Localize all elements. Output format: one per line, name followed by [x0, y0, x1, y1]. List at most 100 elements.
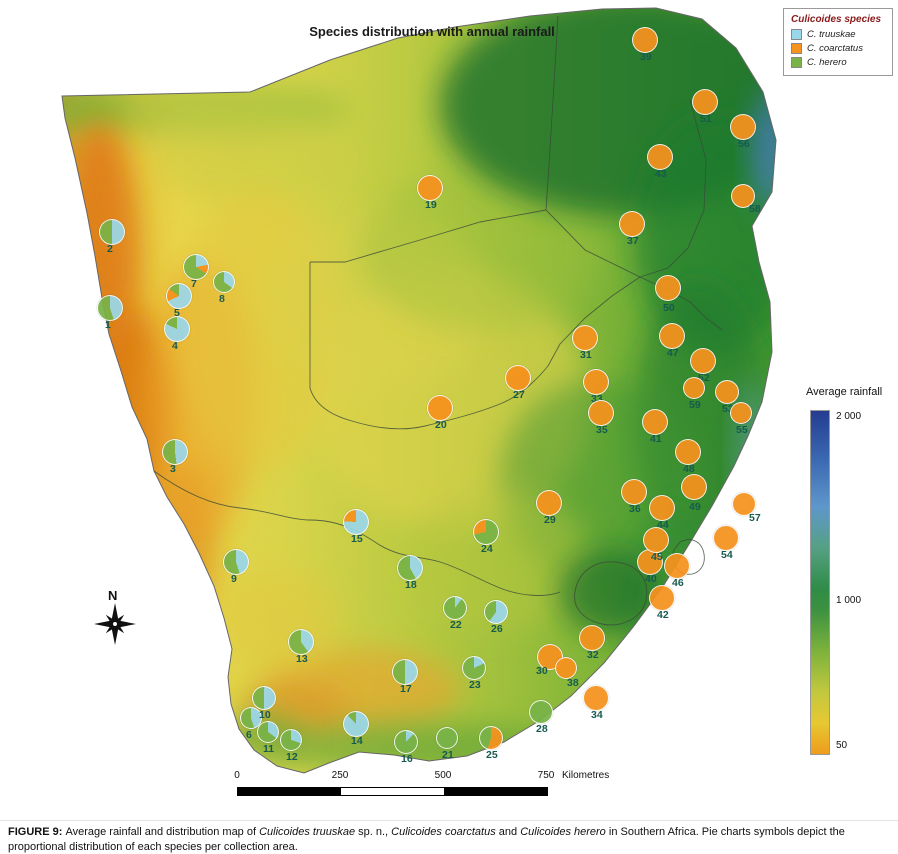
site-label: 19 — [425, 199, 437, 211]
site-label: 33 — [591, 393, 603, 405]
site-marker-59 — [683, 377, 705, 399]
site-label: 35 — [596, 424, 608, 436]
legend-swatch — [791, 57, 802, 68]
site-label: 41 — [650, 433, 662, 445]
species-legend: Culicoides species C. truuskae C. coarcta… — [783, 8, 893, 76]
site-label: 44 — [657, 519, 669, 531]
colorbar-tick-label: 1 000 — [836, 595, 862, 607]
site-label: 17 — [400, 683, 412, 695]
caption-segment: sp. n., — [355, 826, 392, 838]
site-marker-15 — [343, 509, 369, 535]
site-label: 37 — [627, 235, 639, 247]
site-label: 38 — [567, 677, 579, 689]
site-marker-42 — [649, 585, 675, 611]
caption-segment: and — [495, 826, 521, 838]
site-label: 47 — [667, 347, 679, 359]
legend-item: C. herero — [791, 57, 885, 68]
site-marker-29 — [536, 490, 562, 516]
site-marker-51 — [692, 89, 718, 115]
site-label: 52 — [698, 372, 710, 384]
site-marker-36 — [621, 479, 647, 505]
site-marker-40 — [637, 549, 663, 575]
site-marker-11 — [257, 721, 279, 743]
colorbar-gradient — [810, 410, 830, 755]
site-marker-46 — [664, 553, 690, 579]
legend-swatch — [791, 43, 802, 54]
site-label: 46 — [672, 577, 684, 589]
caption-segment: Average rainfall and distribution map of — [65, 826, 260, 838]
site-label: 45 — [651, 551, 663, 563]
site-label: 8 — [219, 293, 225, 305]
site-label: 56 — [738, 138, 750, 150]
site-marker-43 — [647, 144, 673, 170]
site-label: 12 — [286, 751, 298, 763]
legend-title: Culicoides species — [791, 14, 882, 25]
caption-segment: in Southern Africa. Pie charts symbols d… — [8, 826, 845, 853]
site-marker-13 — [288, 629, 314, 655]
site-label: 2 — [107, 243, 113, 255]
site-marker-22 — [443, 596, 467, 620]
site-marker-20 — [427, 395, 453, 421]
site-label: 16 — [401, 753, 413, 765]
site-label: 20 — [435, 419, 447, 431]
site-marker-31 — [572, 325, 598, 351]
site-marker-39 — [632, 27, 658, 53]
site-marker-9 — [223, 549, 249, 575]
site-marker-54 — [713, 525, 739, 551]
site-label: 26 — [491, 623, 503, 635]
scalebar-segment — [238, 788, 341, 795]
site-marker-18 — [397, 555, 423, 581]
site-label: 15 — [351, 533, 363, 545]
site-marker-23 — [462, 656, 486, 680]
site-label: 9 — [231, 573, 237, 585]
scalebar-segment — [341, 788, 444, 795]
site-label: 4 — [172, 340, 178, 352]
site-label: 59 — [689, 399, 701, 411]
site-label: 55 — [736, 424, 748, 436]
site-marker-24 — [473, 519, 499, 545]
site-marker-19 — [417, 175, 443, 201]
site-marker-27 — [505, 365, 531, 391]
figure-caption: FIGURE 9: Average rainfall and distribut… — [0, 820, 898, 854]
scalebar-tick-label: 500 — [434, 770, 452, 781]
site-label: 5 — [174, 307, 180, 319]
site-label: 29 — [544, 514, 556, 526]
scalebar-unit: Kilometres — [562, 770, 610, 781]
site-marker-8 — [213, 271, 235, 293]
site-label: 54 — [721, 549, 733, 561]
site-label: 14 — [351, 735, 363, 747]
legend-item: C. truuskae — [791, 29, 885, 40]
site-label: 43 — [655, 168, 667, 180]
legend-item: C. coarctatus — [791, 43, 885, 54]
scalebar-tick-label: 250 — [331, 770, 349, 781]
legend-swatch — [791, 29, 802, 40]
site-marker-55 — [730, 402, 752, 424]
scalebar-segments — [237, 787, 548, 796]
site-label: 1 — [105, 319, 111, 331]
site-label: 31 — [580, 349, 592, 361]
site-marker-48 — [675, 439, 701, 465]
site-marker-35 — [588, 400, 614, 426]
map-area: Species distribution with annual rainfal… — [61, 7, 893, 796]
site-label: 42 — [657, 609, 669, 621]
site-marker-45 — [643, 527, 669, 553]
site-label: 21 — [442, 749, 454, 761]
site-label: 58 — [749, 203, 761, 215]
site-marker-37 — [619, 211, 645, 237]
map-title: Species distribution with annual rainfal… — [309, 24, 555, 39]
site-label: 39 — [640, 51, 652, 63]
site-label: 34 — [591, 709, 603, 721]
site-label: 10 — [259, 709, 271, 721]
site-marker-50 — [655, 275, 681, 301]
site-marker-58 — [731, 184, 755, 208]
caption-segment: Culicoides coarctatus — [391, 826, 496, 838]
site-marker-14 — [343, 711, 369, 737]
site-marker-2 — [99, 219, 125, 245]
site-label: 6 — [246, 729, 252, 741]
colorbar-title: Average rainfall — [806, 386, 883, 398]
site-label: 24 — [481, 543, 493, 555]
site-marker-41 — [642, 409, 668, 435]
caption-segment: FIGURE 9: — [8, 826, 66, 838]
north-arrow-icon — [94, 603, 136, 645]
site-label: 25 — [486, 749, 498, 761]
